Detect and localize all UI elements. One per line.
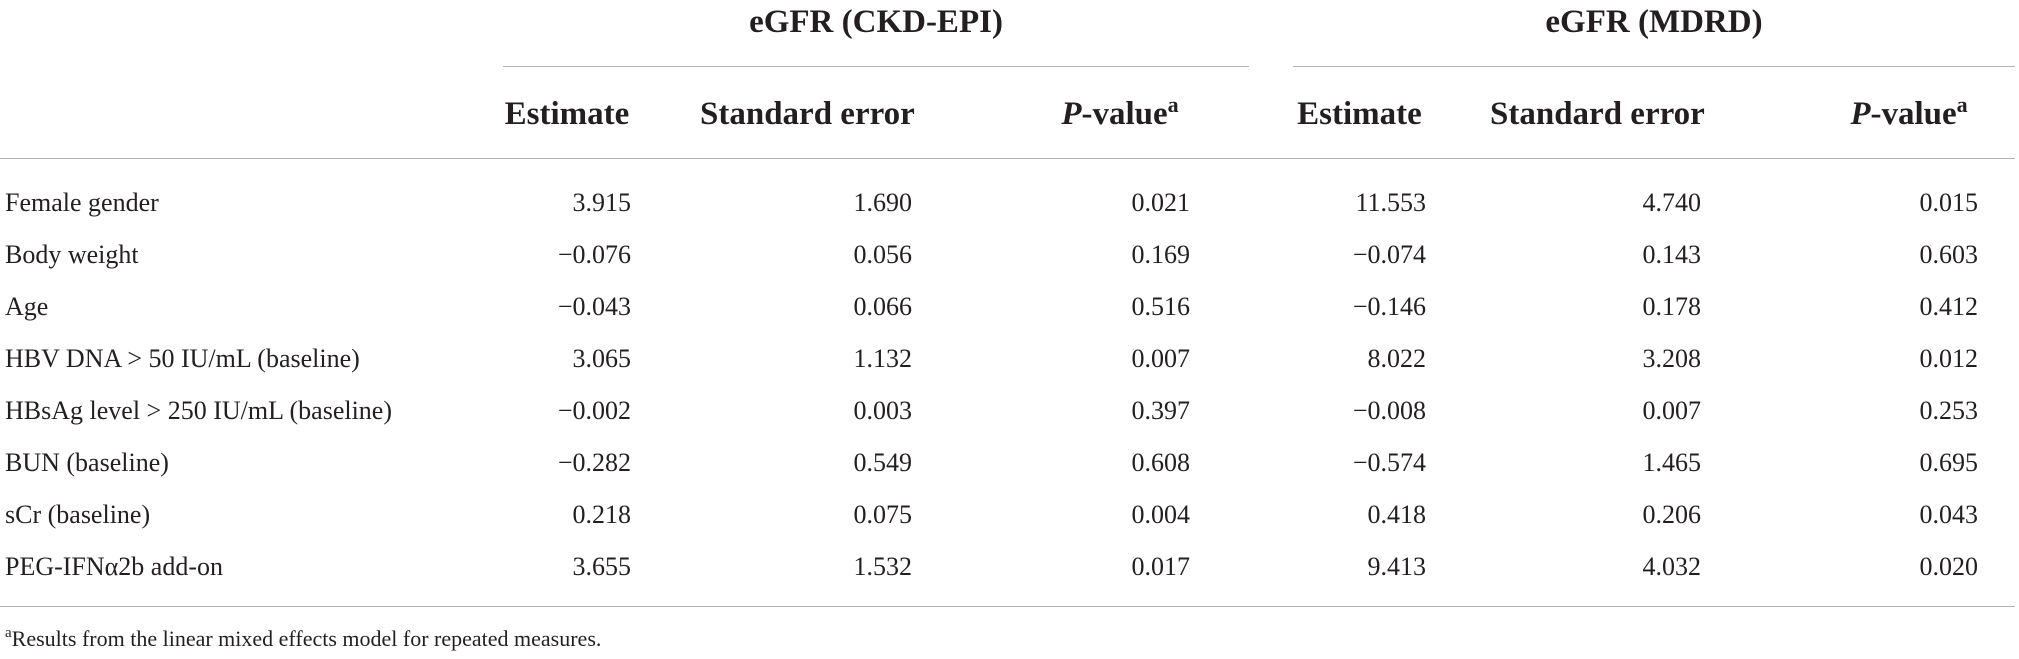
col-header-p-value-mdrd: P-valuea [1840,92,1978,136]
bottom-rule [0,606,2015,607]
cell-estimate-mdrd: 11.553 [1355,188,1426,217]
cell-p-value-ckd-epi: 0.021 [1131,188,1191,217]
cell-std-error-mdrd: 0.206 [1642,500,1702,529]
cell-estimate-mdrd: −0.574 [1352,448,1426,477]
group-rule-mdrd [1293,66,2015,67]
group-header-ckd-epi: eGFR (CKD-EPI) [749,4,1003,40]
cell-std-error-ckd-epi: 0.075 [853,500,913,529]
table-footnote: aResults from the linear mixed effects m… [5,620,601,658]
p-value-text: -value [1081,96,1168,132]
cell-p-value-ckd-epi: 0.608 [1131,448,1191,477]
cell-std-error-mdrd: 4.740 [1642,188,1702,217]
col-header-p-value-ckd-epi: P-valuea [1050,92,1190,136]
cell-estimate-mdrd: 8.022 [1367,344,1427,373]
cell-p-value-ckd-epi: 0.007 [1131,344,1191,373]
table-row: HBsAg level > 250 IU/mL (baseline) −0.00… [0,389,2015,441]
row-label: sCr (baseline) [5,500,151,529]
cell-estimate-ckd-epi: −0.043 [557,292,631,321]
table-row: sCr (baseline) 0.218 0.075 0.004 0.418 0… [0,493,2015,545]
cell-p-value-ckd-epi: 0.169 [1131,240,1191,269]
p-value-marker: a [1956,92,1968,117]
cell-estimate-ckd-epi: −0.282 [557,448,631,477]
cell-std-error-mdrd: 0.143 [1642,240,1702,269]
table-row: Age −0.043 0.066 0.516 −0.146 0.178 0.41… [0,285,2015,337]
col-header-std-error-mdrd: Standard error [1490,96,1705,132]
row-label: Body weight [5,240,139,269]
row-label: BUN (baseline) [5,448,169,477]
cell-p-value-mdrd: 0.020 [1919,552,1979,581]
header-rule [0,158,2015,159]
cell-p-value-mdrd: 0.043 [1919,500,1979,529]
p-value-text: -value [1870,96,1957,132]
cell-p-value-ckd-epi: 0.017 [1131,552,1191,581]
cell-std-error-ckd-epi: 0.056 [853,240,913,269]
cell-std-error-mdrd: 0.007 [1642,396,1702,425]
col-header-std-error-ckd-epi: Standard error [700,96,915,132]
cell-std-error-mdrd: 0.178 [1642,292,1702,321]
row-label: Female gender [5,188,159,217]
cell-estimate-ckd-epi: −0.002 [557,396,631,425]
cell-p-value-mdrd: 0.603 [1919,240,1979,269]
cell-p-value-mdrd: 0.695 [1919,448,1979,477]
cell-std-error-ckd-epi: 0.549 [853,448,913,477]
cell-estimate-ckd-epi: 0.218 [572,500,632,529]
cell-std-error-ckd-epi: 0.003 [853,396,913,425]
cell-std-error-mdrd: 3.208 [1642,344,1702,373]
table-row: PEG-IFNα2b add-on 3.655 1.532 0.017 9.41… [0,545,2015,597]
cell-std-error-ckd-epi: 1.532 [853,552,913,581]
cell-std-error-ckd-epi: 1.690 [853,188,913,217]
p-value-marker: a [1167,92,1179,117]
cell-estimate-ckd-epi: 3.915 [572,188,632,217]
cell-p-value-ckd-epi: 0.004 [1131,500,1191,529]
group-header-mdrd: eGFR (MDRD) [1545,4,1763,40]
row-label: HBsAg level > 250 IU/mL (baseline) [5,396,393,425]
cell-estimate-ckd-epi: −0.076 [557,240,631,269]
table-body: Female gender 3.915 1.690 0.021 11.553 4… [0,181,2015,597]
footnote-marker: a [5,625,12,641]
footnote-text: Results from the linear mixed effects mo… [11,626,602,651]
table-row: BUN (baseline) −0.282 0.549 0.608 −0.574… [0,441,2015,493]
cell-estimate-ckd-epi: 3.655 [572,552,632,581]
cell-estimate-mdrd: 0.418 [1367,500,1427,529]
cell-p-value-mdrd: 0.015 [1919,188,1979,217]
table-row: Female gender 3.915 1.690 0.021 11.553 4… [0,181,2015,233]
col-header-estimate-ckd-epi: Estimate [504,96,630,132]
cell-std-error-ckd-epi: 1.132 [853,344,913,373]
cell-p-value-ckd-epi: 0.397 [1131,396,1191,425]
table-row: Body weight −0.076 0.056 0.169 −0.074 0.… [0,233,2015,285]
cell-std-error-mdrd: 1.465 [1642,448,1702,477]
group-rule-ckd-epi [503,66,1249,67]
cell-std-error-ckd-epi: 0.066 [853,292,913,321]
col-header-estimate-mdrd: Estimate [1297,96,1422,132]
cell-estimate-mdrd: −0.074 [1352,240,1426,269]
cell-std-error-mdrd: 4.032 [1642,552,1702,581]
cell-p-value-mdrd: 0.253 [1919,396,1979,425]
cell-estimate-mdrd: 9.413 [1367,552,1427,581]
p-value-italic: P [1061,96,1082,132]
row-label: HBV DNA > 50 IU/mL (baseline) [5,344,360,373]
row-label: Age [5,292,49,321]
cell-estimate-mdrd: −0.008 [1352,396,1426,425]
table-row: HBV DNA > 50 IU/mL (baseline) 3.065 1.13… [0,337,2015,389]
cell-p-value-mdrd: 0.012 [1919,344,1979,373]
cell-estimate-ckd-epi: 3.065 [572,344,632,373]
cell-p-value-ckd-epi: 0.516 [1131,292,1191,321]
cell-p-value-mdrd: 0.412 [1919,292,1979,321]
cell-estimate-mdrd: −0.146 [1352,292,1426,321]
p-value-italic: P [1850,96,1871,132]
row-label: PEG-IFNα2b add-on [5,552,223,581]
